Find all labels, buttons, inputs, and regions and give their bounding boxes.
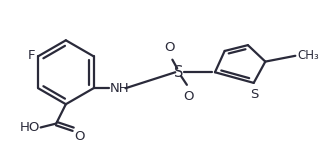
Text: HO: HO — [19, 121, 40, 134]
Text: O: O — [164, 41, 175, 54]
Text: F: F — [28, 49, 35, 62]
Text: O: O — [74, 130, 85, 143]
Text: S: S — [174, 65, 184, 80]
Text: O: O — [184, 90, 194, 103]
Text: NH: NH — [110, 82, 130, 95]
Text: S: S — [250, 88, 259, 101]
Text: CH₃: CH₃ — [297, 49, 319, 62]
